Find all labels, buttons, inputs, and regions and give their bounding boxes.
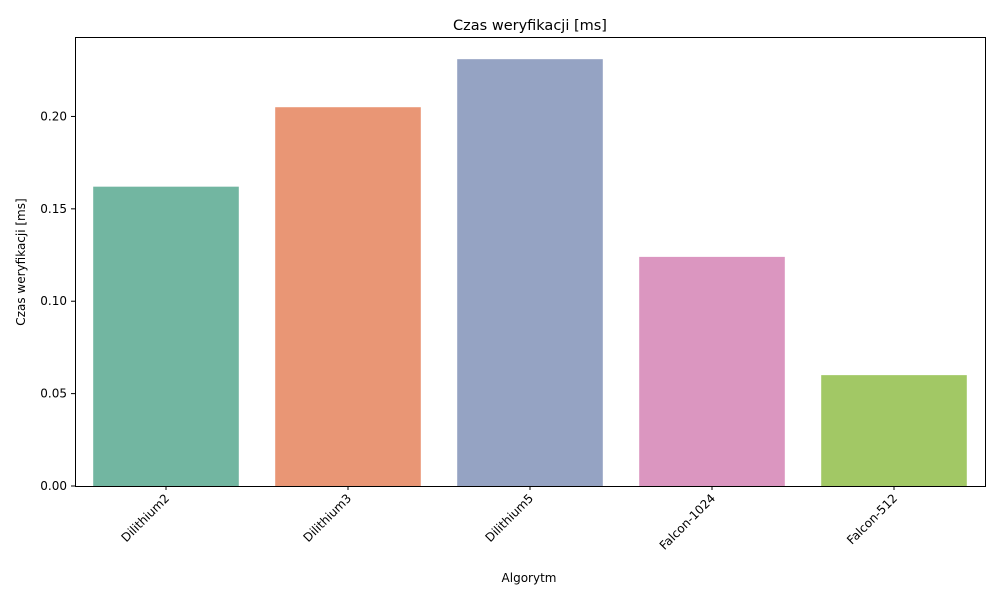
plot-frame — [75, 37, 986, 487]
y-axis: 0.00 0.05 0.10 0.15 0.20 — [40, 109, 75, 493]
x-tick-label: Dilithium2 — [119, 491, 173, 545]
y-tick-label: 0.15 — [40, 202, 67, 216]
y-tick-label: 0.05 — [40, 387, 67, 401]
bars-group — [93, 59, 967, 486]
x-tick-label: Falcon-512 — [844, 491, 900, 547]
bar-dilithium3 — [275, 107, 421, 486]
x-tick-label: Dilithium3 — [301, 491, 355, 545]
chart-title: Czas weryfikacji [ms] — [453, 18, 607, 34]
bar-dilithium2 — [93, 186, 239, 486]
y-tick-label: 0.20 — [40, 109, 67, 123]
x-tick-label: Falcon-1024 — [657, 491, 718, 552]
bar-dilithium5 — [457, 59, 603, 486]
bar-falcon-1024 — [639, 256, 785, 486]
y-axis-label: Czas weryfikacji [ms] — [14, 198, 28, 325]
y-tick-label: 0.10 — [40, 294, 67, 308]
x-tick-label: Dilithium5 — [483, 491, 537, 545]
x-axis-label: Algorytm — [502, 571, 557, 585]
y-tick-label: 0.00 — [40, 479, 67, 493]
x-axis: Dilithium2 Dilithium3 Dilithium5 Falcon-102… — [119, 486, 900, 553]
bar-falcon-512 — [821, 375, 967, 486]
